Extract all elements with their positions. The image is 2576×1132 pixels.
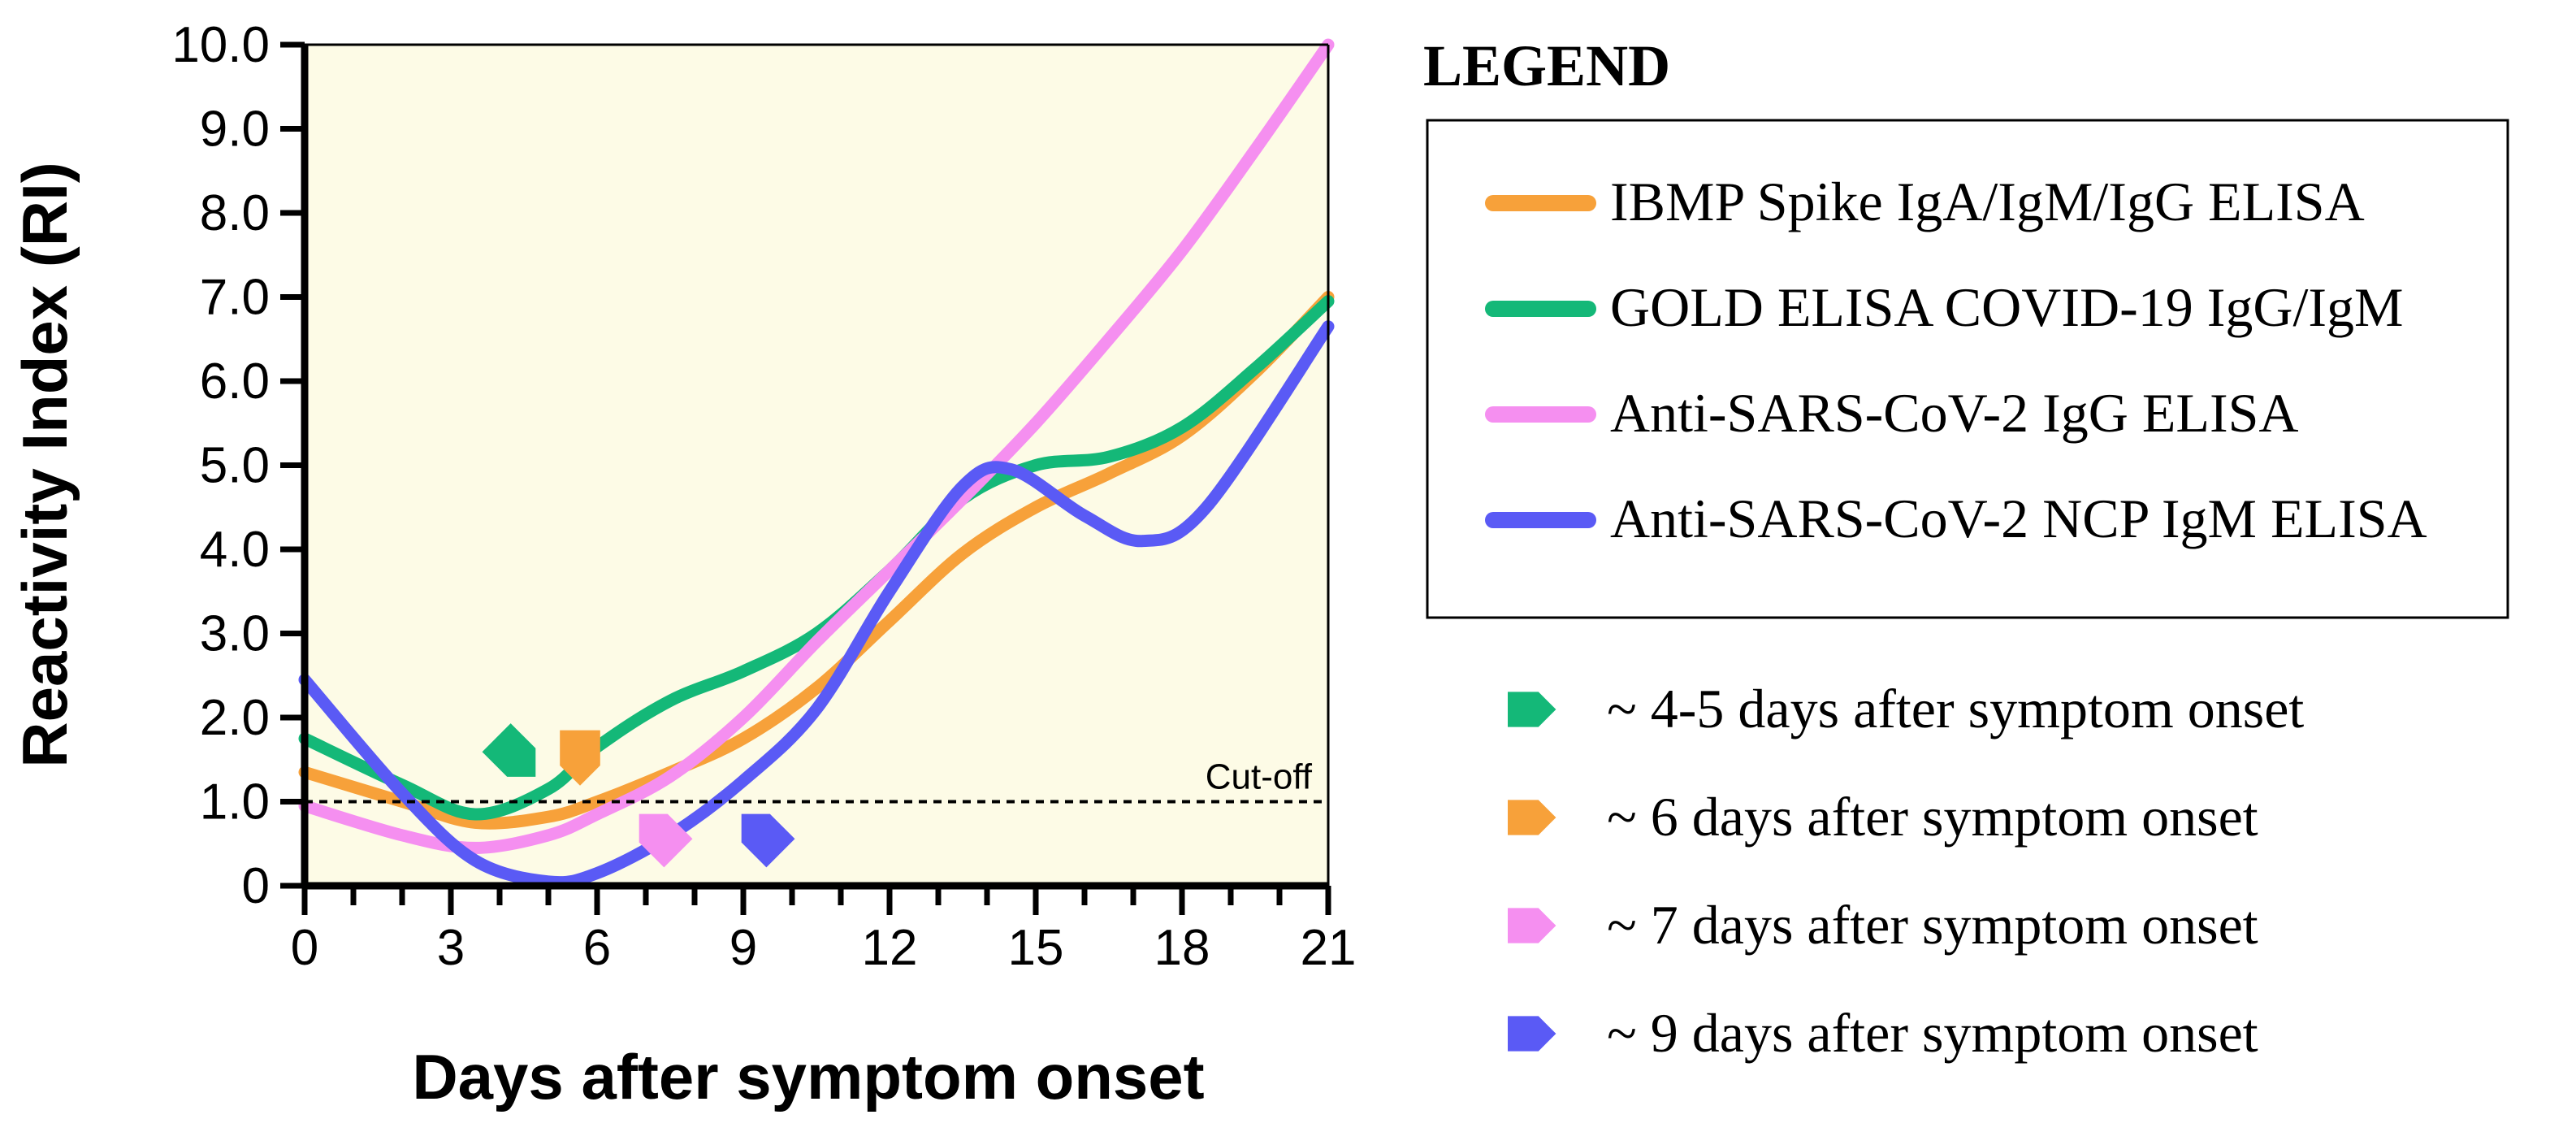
legend-marker-icon-2 [1508,800,1556,835]
y-axis-title: Reactivity Index (RI) [9,162,80,768]
x-tick-label: 6 [583,920,611,976]
y-tick-label: 2.0 [200,690,270,746]
x-tick-label: 9 [730,920,757,976]
y-tick-label: 7.0 [200,270,270,326]
axes [280,41,1331,915]
x-tick-label: 0 [291,920,318,976]
cutoff-label: Cut-off [1206,757,1313,797]
onset-markers [482,723,795,868]
y-tick-labels: 0 1.0 2.0 3.0 4.0 5.0 6.0 7.0 8.0 9.0 10.0 [171,17,270,914]
legend-marker-label-1: ~ 4-5 days after symptom onset [1607,678,2304,739]
y-tick-label: 10.0 [171,17,270,73]
series-lines [298,38,1335,889]
y-tick-label: 3.0 [200,606,270,662]
legend-series-entries: IBMP Spike IgA/IgM/IgG ELISA GOLD ELISA C… [1485,171,2427,549]
y-tick-label: 8.0 [200,185,270,241]
x-tick-label: 12 [862,920,918,976]
legend-box [1426,119,2509,619]
y-tick-label: 6.0 [200,353,270,410]
onset-marker-1 [482,723,536,777]
x-tick-labels: 0 3 6 9 12 15 18 21 [291,920,1357,976]
y-tick-label: 1.0 [200,774,270,831]
legend-marker-label-3: ~ 7 days after symptom onset [1607,894,2258,956]
plot-area: Cut-off [280,38,1335,915]
legend-label-3: Anti-SARS-CoV-2 IgG ELISA [1610,382,2299,444]
y-tick-label: 4.0 [200,522,270,578]
onset-marker-4 [741,813,795,868]
legend-marker-icon-3 [1508,908,1556,943]
x-tick-label: 21 [1301,920,1357,976]
series-line-4 [298,320,1335,889]
legend-label-1: IBMP Spike IgA/IgM/IgG ELISA [1610,171,2365,232]
x-tick-label: 3 [437,920,465,976]
legend-marker-label-2: ~ 6 days after symptom onset [1607,786,2258,848]
series-line-3 [298,38,1335,854]
x-tick-label: 15 [1008,920,1064,976]
legend-label-2: GOLD ELISA COVID-19 IgG/IgM [1610,276,2403,338]
x-tick-label: 18 [1154,920,1210,976]
legend-marker-icon-4 [1508,1016,1556,1052]
y-tick-label: 0 [242,858,270,914]
legend: LEGEND IBMP Spike IgA/IgM/IgG ELISA GOLD … [1423,33,2509,1064]
legend-label-4: Anti-SARS-CoV-2 NCP IgM ELISA [1610,488,2427,549]
plot-background [305,45,1328,886]
onset-marker-2 [560,730,600,786]
x-axis-title: Days after symptom onset [412,1041,1204,1112]
legend-marker-entries: ~ 4-5 days after symptom onset ~ 6 days a… [1508,678,2304,1064]
y-tick-label: 9.0 [200,102,270,158]
y-tick-label: 5.0 [200,438,270,494]
legend-marker-icon-1 [1508,692,1556,727]
legend-marker-label-4: ~ 9 days after symptom onset [1607,1002,2258,1064]
onset-marker-3 [639,813,693,868]
legend-title: LEGEND [1423,33,1670,98]
